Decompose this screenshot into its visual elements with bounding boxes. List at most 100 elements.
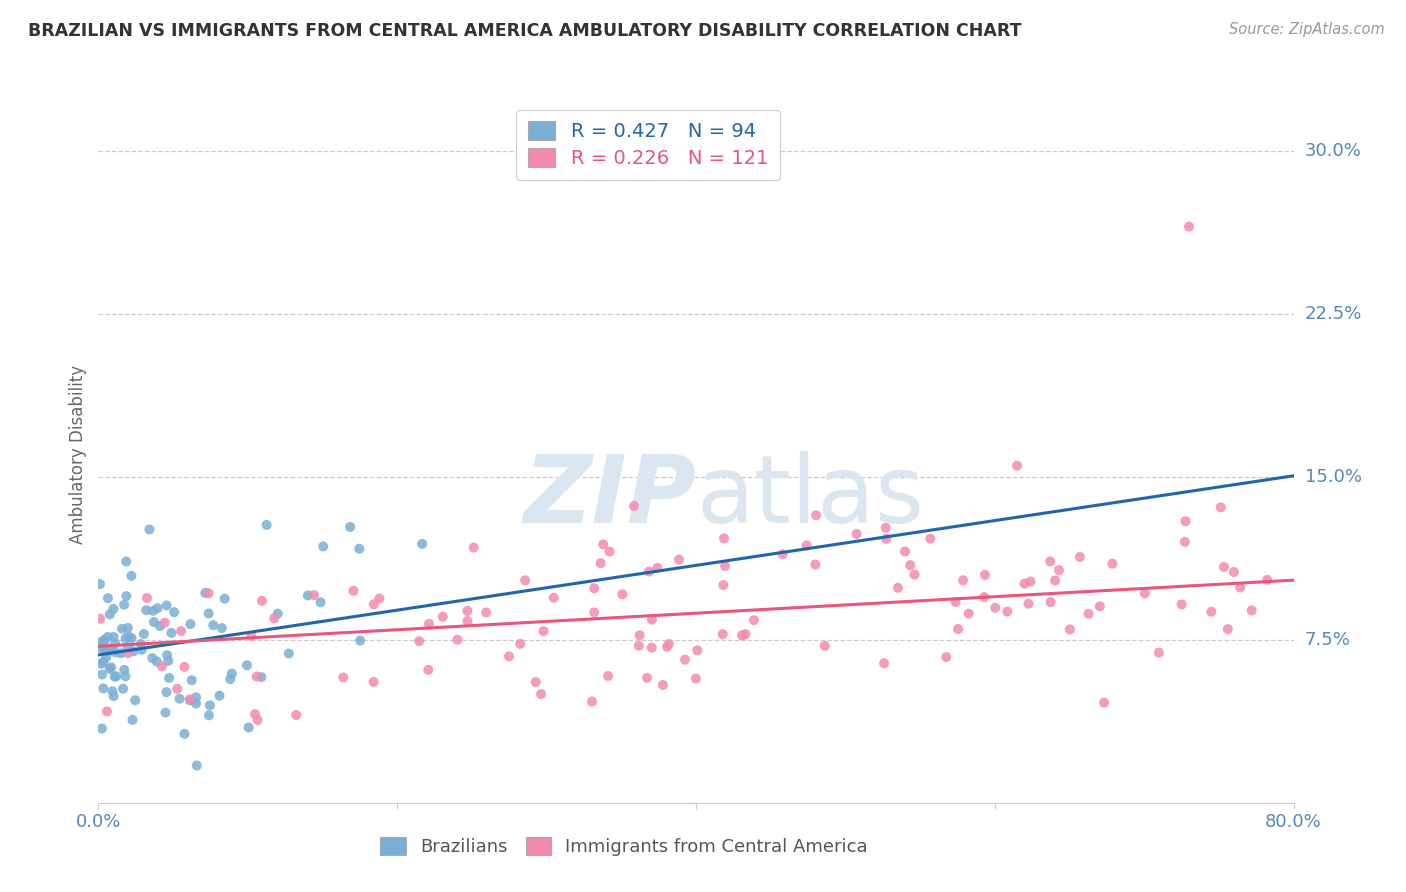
- Point: [93, 655, 115, 669]
- Point: [418, 663, 440, 677]
- Point: [94, 642, 117, 657]
- Point: [498, 649, 520, 664]
- Point: [115, 589, 138, 603]
- Point: [995, 605, 1018, 619]
- Point: [711, 627, 734, 641]
- Point: [1174, 514, 1197, 528]
- Point: [686, 643, 709, 657]
- Point: [246, 713, 269, 727]
- Text: BRAZILIAN VS IMMIGRANTS FROM CENTRAL AMERICA AMBULATORY DISABILITY CORRELATION C: BRAZILIAN VS IMMIGRANTS FROM CENTRAL AME…: [28, 22, 1022, 40]
- Point: [875, 521, 897, 535]
- Point: [887, 581, 910, 595]
- Point: [103, 630, 125, 644]
- Point: [236, 658, 259, 673]
- Point: [1019, 574, 1042, 589]
- Point: [194, 586, 217, 600]
- Point: [1216, 622, 1239, 636]
- Point: [796, 538, 818, 552]
- Point: [89, 577, 111, 591]
- Point: [100, 641, 122, 656]
- Point: [131, 642, 153, 657]
- Point: [463, 541, 485, 555]
- Point: [121, 713, 143, 727]
- Point: [894, 544, 917, 558]
- Point: [112, 598, 135, 612]
- Point: [543, 591, 565, 605]
- Point: [197, 586, 219, 600]
- Point: [87, 635, 110, 649]
- Point: [184, 690, 207, 705]
- Text: 22.5%: 22.5%: [1305, 304, 1362, 323]
- Point: [1039, 554, 1062, 568]
- Point: [984, 600, 1007, 615]
- Point: [184, 697, 207, 711]
- Point: [197, 607, 219, 621]
- Point: [952, 573, 974, 587]
- Point: [628, 628, 651, 642]
- Point: [93, 632, 115, 647]
- Point: [742, 613, 765, 627]
- Point: [973, 590, 995, 604]
- Point: [221, 666, 243, 681]
- Point: [117, 621, 139, 635]
- Point: [1077, 607, 1099, 621]
- Point: [946, 622, 969, 636]
- Point: [117, 640, 139, 655]
- Point: [589, 556, 612, 570]
- Point: [115, 555, 138, 569]
- Point: [599, 544, 621, 558]
- Point: [256, 518, 278, 533]
- Point: [1039, 595, 1062, 609]
- Point: [432, 609, 454, 624]
- Point: [117, 629, 139, 643]
- Point: [623, 499, 645, 513]
- Point: [100, 660, 122, 674]
- Point: [583, 582, 606, 596]
- Point: [97, 630, 120, 644]
- Point: [198, 698, 221, 713]
- Point: [714, 559, 737, 574]
- Point: [1178, 219, 1201, 234]
- Point: [342, 583, 364, 598]
- Point: [155, 685, 177, 699]
- Point: [179, 693, 201, 707]
- Point: [332, 671, 354, 685]
- Point: [132, 627, 155, 641]
- Point: [363, 674, 385, 689]
- Point: [1174, 534, 1197, 549]
- Point: [312, 540, 335, 554]
- Point: [1005, 458, 1028, 473]
- Point: [636, 671, 658, 685]
- Point: [1043, 574, 1066, 588]
- Point: [302, 588, 325, 602]
- Point: [250, 670, 273, 684]
- Point: [612, 587, 634, 601]
- Point: [91, 643, 114, 657]
- Point: [668, 552, 690, 566]
- Point: [146, 601, 169, 615]
- Legend: Brazilians, Immigrants from Central America: Brazilians, Immigrants from Central Amer…: [373, 830, 876, 863]
- Point: [104, 645, 127, 659]
- Point: [1092, 696, 1115, 710]
- Point: [90, 657, 112, 671]
- Point: [114, 669, 136, 683]
- Point: [214, 591, 236, 606]
- Point: [103, 602, 125, 616]
- Point: [208, 689, 231, 703]
- Point: [219, 672, 242, 686]
- Point: [711, 578, 734, 592]
- Point: [903, 567, 925, 582]
- Point: [150, 659, 173, 673]
- Point: [297, 589, 319, 603]
- Point: [136, 591, 159, 605]
- Point: [627, 639, 650, 653]
- Point: [1088, 599, 1111, 614]
- Point: [110, 646, 132, 660]
- Text: 15.0%: 15.0%: [1305, 467, 1361, 485]
- Point: [530, 687, 553, 701]
- Point: [1209, 500, 1232, 515]
- Point: [243, 707, 266, 722]
- Point: [713, 532, 735, 546]
- Point: [96, 705, 118, 719]
- Point: [920, 532, 942, 546]
